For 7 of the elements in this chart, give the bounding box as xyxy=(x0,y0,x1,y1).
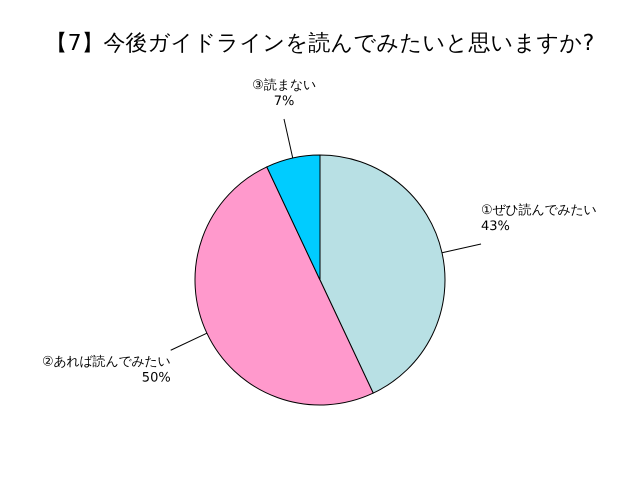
slice-label: ③読まない xyxy=(252,78,316,93)
data-label: 43% xyxy=(481,219,510,234)
slice-label: ①ぜひ読んでみたい xyxy=(481,203,597,218)
slice-label: ②あれば読んでみたい xyxy=(42,354,171,370)
data-label: 7% xyxy=(274,94,294,109)
chart-title: 【7】今後ガイドラインを読んでみたいと思いますか? xyxy=(46,31,594,56)
data-label: 50% xyxy=(142,370,171,386)
